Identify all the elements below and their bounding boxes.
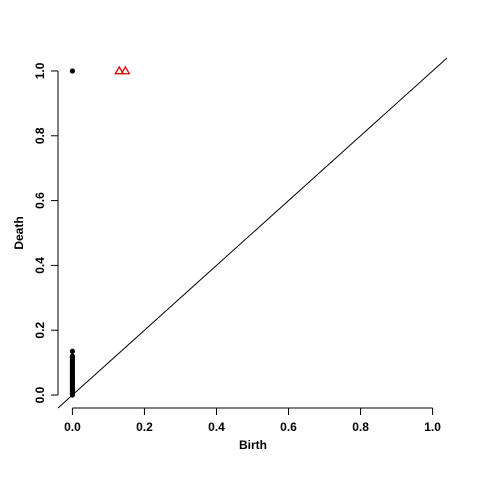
- y-tick-label: 0.6: [33, 192, 47, 209]
- y-tick-label: 0.4: [33, 257, 47, 274]
- x-tick-label: 0.2: [136, 420, 153, 434]
- point: [69, 348, 76, 354]
- x-tick-label: 0.4: [208, 420, 225, 434]
- triangle-point: [120, 65, 131, 75]
- x-tick-label: 0.0: [64, 420, 81, 434]
- point: [69, 392, 76, 398]
- y-tick-label: 0.8: [33, 127, 47, 144]
- y-axis-label: Death: [12, 216, 26, 249]
- triangle-point: [114, 65, 125, 75]
- x-tick-label: 1.0: [424, 420, 441, 434]
- y-tick-label: 1.0: [33, 62, 47, 79]
- x-tick-label: 0.8: [352, 420, 369, 434]
- x-axis-label: Birth: [239, 438, 267, 452]
- diagonal-line: [57, 57, 448, 409]
- y-tick-label: 0.2: [33, 322, 47, 339]
- point: [69, 68, 76, 74]
- x-tick-label: 0.6: [280, 420, 297, 434]
- y-tick-label: 0.0: [33, 386, 47, 403]
